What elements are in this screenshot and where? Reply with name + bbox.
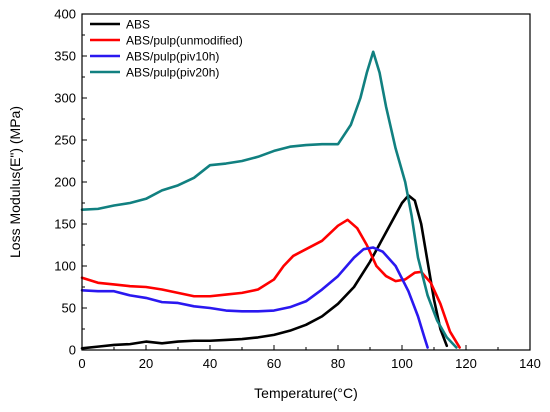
x-tick-label: 140: [519, 356, 541, 371]
x-tick-label: 20: [139, 356, 153, 371]
y-tick-label: 0: [69, 343, 76, 358]
x-tick-label: 120: [455, 356, 477, 371]
y-tick-label: 100: [54, 259, 76, 274]
y-tick-label: 50: [62, 301, 76, 316]
y-tick-label: 350: [54, 49, 76, 64]
series-line-2: [80, 246, 429, 349]
legend-label: ABS/pulp(piv10h): [126, 50, 219, 64]
legend-label: ABS: [126, 18, 150, 32]
x-tick-label: 100: [391, 356, 413, 371]
legend: ABS ABS/pulp(unmodified) ABS/pulp(piv10h) A…: [90, 18, 243, 80]
x-tick-label: 60: [267, 356, 281, 371]
y-tick-label: 400: [54, 7, 76, 22]
x-tick-label: 40: [203, 356, 217, 371]
legend-label: ABS/pulp(unmodified): [126, 34, 243, 48]
y-axis-label: Loss Modulus(E") (MPa): [7, 106, 23, 258]
plot-lines: [80, 50, 461, 350]
legend-label: ABS/pulp(piv20h): [126, 66, 219, 80]
y-tick-label: 200: [54, 175, 76, 190]
x-tick-label: 80: [331, 356, 345, 371]
series-line-3: [80, 50, 458, 349]
y-axis-ticks: 0 50 100 150 200 250 300 350 400: [54, 7, 87, 358]
y-tick-label: 300: [54, 91, 76, 106]
y-tick-label: 150: [54, 217, 76, 232]
x-tick-label: 0: [78, 356, 85, 371]
y-tick-label: 250: [54, 133, 76, 148]
x-axis-ticks: 0 20 40 60 80 100 120 140: [78, 345, 541, 371]
series-line-0: [80, 194, 449, 350]
series-line-1: [80, 218, 461, 349]
x-axis-label: Temperature(°C): [254, 385, 358, 401]
